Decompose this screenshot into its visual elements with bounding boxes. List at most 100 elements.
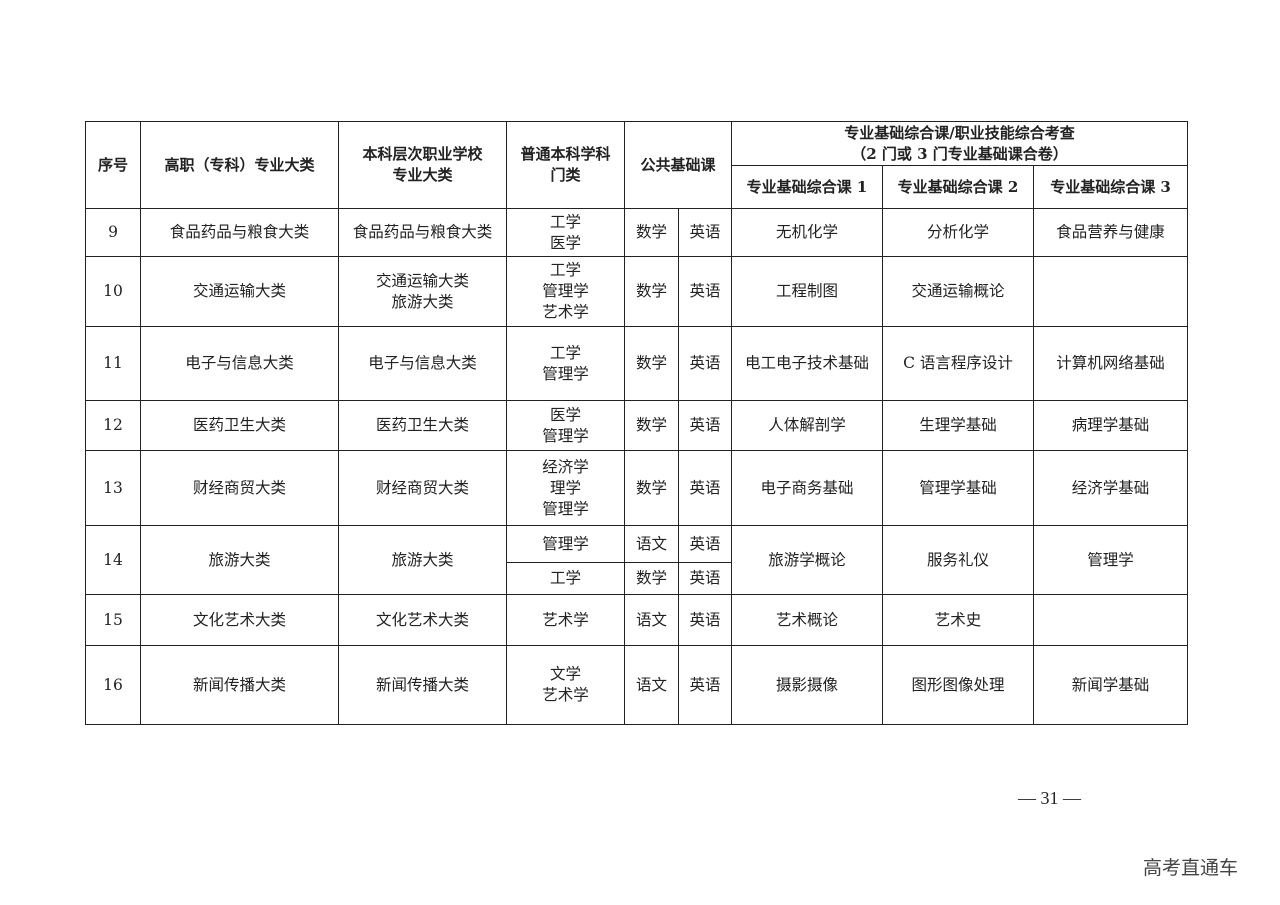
discipline-cell: 工学 医学 xyxy=(506,208,625,257)
discipline-cell: 工学 xyxy=(506,562,625,595)
bachelor-cell: 交通运输大类 旅游大类 xyxy=(338,256,507,327)
prof-course-1: 工程制图 xyxy=(731,256,884,327)
public-course-1: 数学 xyxy=(624,562,679,595)
prof-course-3 xyxy=(1033,256,1189,327)
header-prof2: 专业基础综合课 2 xyxy=(882,165,1035,209)
public-course-2: 英语 xyxy=(677,594,733,646)
prof-course-1: 摄影摄像 xyxy=(731,645,884,725)
seq-cell: 11 xyxy=(85,326,141,401)
header-line: 本科层次职业学校 xyxy=(362,145,483,163)
prof-course-1: 无机化学 xyxy=(731,208,884,257)
prof-course-1: 人体解剖学 xyxy=(731,400,884,451)
seq-cell: 12 xyxy=(85,400,141,451)
cell-line: 财经商贸大类 xyxy=(375,478,469,497)
discipline-cell: 工学 管理学 xyxy=(506,326,625,401)
vocational-cell: 新闻传播大类 xyxy=(140,645,339,725)
bachelor-cell: 新闻传播大类 xyxy=(338,645,507,725)
prof-course-2: 交通运输概论 xyxy=(882,256,1035,327)
public-course-1: 语文 xyxy=(624,594,679,646)
public-course-1: 数学 xyxy=(624,400,679,451)
seq-cell: 9 xyxy=(85,208,141,257)
prof-course-2: 图形图像处理 xyxy=(882,645,1035,725)
discipline-cell: 经济学 理学 管理学 xyxy=(506,450,625,526)
page-number: — 31 — xyxy=(1018,788,1081,808)
bachelor-cell: 电子与信息大类 xyxy=(338,326,507,401)
prof-course-2: 分析化学 xyxy=(882,208,1035,257)
bachelor-cell: 医药卫生大类 xyxy=(338,400,507,451)
table-body: 9 食品药品与粮食大类 食品药品与粮食大类 工学 医学 数学 英语 无机化学 分析化学 食品营养与… xyxy=(85,208,1189,725)
seq-cell: 15 xyxy=(85,594,141,646)
cell-line: 医药卫生大类 xyxy=(375,416,469,434)
table-row: 15 文化艺术大类 文化艺术大类 艺术学 语文 英语 艺术概论 艺术史 xyxy=(85,594,1189,646)
prof-course-2: 生理学基础 xyxy=(882,400,1035,451)
table-row: 9 食品药品与粮食大类 食品药品与粮食大类 工学 医学 数学 英语 无机化学 分析化学 食品营养与… xyxy=(85,208,1189,257)
table-row: 12 医药卫生大类 医药卫生大类 医学 管理学 数学 英语 人体解剖学 生理学基础 病理学基础 xyxy=(85,400,1189,451)
public-course-1: 数学 xyxy=(624,326,679,401)
cell-line: 管理学 xyxy=(542,364,589,383)
table-row: 16 新闻传播大类 新闻传播大类 文学 艺术学 语文 英语 摄影摄像 图形图像处理 新闻学基础 xyxy=(85,645,1189,725)
public-course-2: 英语 xyxy=(677,326,733,401)
header-prof3: 专业基础综合课 3 xyxy=(1033,165,1189,209)
prof-course-2: C 语言程序设计 xyxy=(882,326,1035,401)
cell-line: 医学 xyxy=(549,405,581,424)
public-course-1: 数学 xyxy=(624,256,679,327)
cell-line: 交通运输大类 xyxy=(375,271,469,290)
vocational-cell: 医药卫生大类 xyxy=(140,400,339,451)
discipline-cell: 管理学 xyxy=(506,525,625,563)
vocational-cell: 旅游大类 xyxy=(140,525,339,595)
cell-line: 理学 xyxy=(549,478,581,497)
prof-course-1: 电子商务基础 xyxy=(731,450,884,526)
public-course-2: 英语 xyxy=(677,208,733,257)
table-row: 14 旅游大类 旅游大类 管理学 语文 英语 旅游学概论 服务礼仪 管理学 xyxy=(85,525,1189,595)
cell-line: 工学 xyxy=(549,212,581,231)
table-row: 13 财经商贸大类 财经商贸大类 经济学 理学 管理学 数学 英语 电子商务基础 管理学基础 经济学… xyxy=(85,450,1189,526)
public-course-2: 英语 xyxy=(677,645,733,725)
table-row: 10 交通运输大类 交通运输大类 旅游大类 工学 管理学 艺术学 数学 英语 工程制图 交通运输概论 xyxy=(85,256,1189,327)
prof-course-3: 新闻学基础 xyxy=(1033,645,1189,725)
header-prof1: 专业基础综合课 1 xyxy=(731,165,884,209)
discipline-cell: 文学 艺术学 xyxy=(506,645,625,725)
header-regular-discipline: 普通本科学科 门类 xyxy=(506,121,625,209)
vocational-cell: 电子与信息大类 xyxy=(140,326,339,401)
header-bachelor-vocational: 本科层次职业学校 专业大类 xyxy=(338,121,507,209)
cell-line: 食品药品与粮食大类 xyxy=(352,223,493,241)
prof-course-3: 食品营养与健康 xyxy=(1033,208,1189,257)
seq-cell: 16 xyxy=(85,645,141,725)
discipline-cell: 工学 管理学 艺术学 xyxy=(506,256,625,327)
table-row: 11 电子与信息大类 电子与信息大类 工学 管理学 数学 英语 电工电子技术基础 C 语言程序设… xyxy=(85,326,1189,401)
public-course-2: 英语 xyxy=(677,525,733,563)
cell-line: 旅游大类 xyxy=(391,550,454,569)
cell-line: 艺术学 xyxy=(542,686,589,704)
cell-line: 艺术学 xyxy=(542,610,589,629)
public-course-2: 英语 xyxy=(677,450,733,526)
cell-line: 旅游大类 xyxy=(391,292,454,311)
public-course-1: 数学 xyxy=(624,450,679,526)
table-row: 工学 数学 英语 xyxy=(86,562,1188,595)
prof-course-2: 艺术史 xyxy=(882,594,1035,646)
prof-course-1: 电工电子技术基础 xyxy=(731,326,884,401)
cell-line: 文化艺术大类 xyxy=(375,610,469,629)
bachelor-cell: 食品药品与粮食大类 xyxy=(338,208,507,257)
public-course-1: 语文 xyxy=(624,525,679,563)
vocational-cell: 交通运输大类 xyxy=(140,256,339,327)
vocational-cell: 食品药品与粮食大类 xyxy=(140,208,339,257)
bachelor-cell: 文化艺术大类 xyxy=(338,594,507,646)
header-professional-group: 专业基础综合课/职业技能综合考查 （2 门或 3 门专业基础课合卷） xyxy=(731,121,1189,166)
prof-course-2: 服务礼仪 xyxy=(882,525,1035,595)
cell-line: 管理学 xyxy=(542,282,589,300)
prof-course-3: 经济学基础 xyxy=(1033,450,1189,526)
cell-line: 电子与信息大类 xyxy=(368,354,477,372)
cell-line: 管理学 xyxy=(542,499,589,518)
watermark: 高考直通车 xyxy=(1143,857,1239,879)
bachelor-cell: 旅游大类 xyxy=(338,525,507,595)
discipline-cell: 医学 管理学 xyxy=(506,400,625,451)
prof-course-2: 管理学基础 xyxy=(882,450,1035,526)
public-course-2: 英语 xyxy=(677,256,733,327)
header-vocational: 高职（专科）专业大类 xyxy=(140,121,339,209)
cell-line: 经济学 xyxy=(542,457,589,476)
cell-line: 新闻传播大类 xyxy=(375,675,469,694)
cell-line: 工学 xyxy=(549,343,581,362)
cell-line: 医学 xyxy=(549,233,581,252)
public-course-1: 数学 xyxy=(624,208,679,257)
